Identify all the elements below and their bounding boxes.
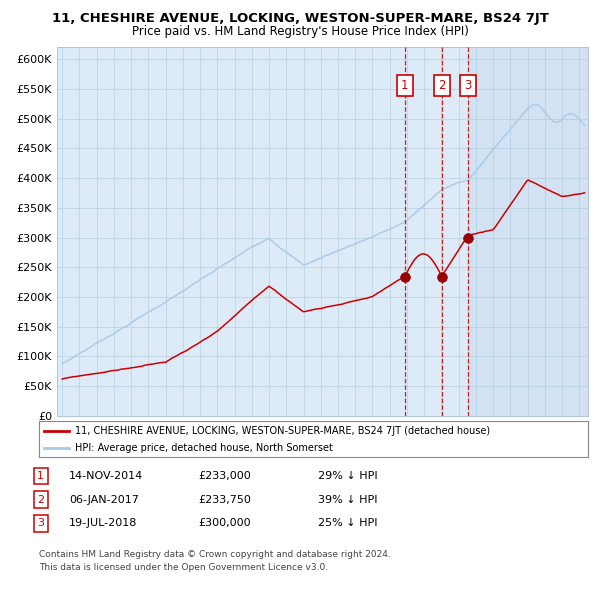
Text: 3: 3: [464, 80, 472, 93]
Text: 39% ↓ HPI: 39% ↓ HPI: [318, 495, 377, 504]
Text: 25% ↓ HPI: 25% ↓ HPI: [318, 519, 377, 528]
Text: 14-NOV-2014: 14-NOV-2014: [69, 471, 143, 481]
Bar: [468, 47, 600, 416]
Text: HPI: Average price, detached house, North Somerset: HPI: Average price, detached house, Nort…: [74, 443, 332, 453]
Text: 1: 1: [401, 80, 409, 93]
Text: 11, CHESHIRE AVENUE, LOCKING, WESTON-SUPER-MARE, BS24 7JT (detached house): 11, CHESHIRE AVENUE, LOCKING, WESTON-SUP…: [74, 426, 490, 436]
Text: 29% ↓ HPI: 29% ↓ HPI: [318, 471, 377, 481]
Text: 1: 1: [37, 471, 44, 481]
Text: 06-JAN-2017: 06-JAN-2017: [69, 495, 139, 504]
Text: 2: 2: [37, 495, 44, 504]
Text: £233,750: £233,750: [198, 495, 251, 504]
Text: Price paid vs. HM Land Registry's House Price Index (HPI): Price paid vs. HM Land Registry's House …: [131, 25, 469, 38]
Text: This data is licensed under the Open Government Licence v3.0.: This data is licensed under the Open Gov…: [39, 563, 328, 572]
Text: 2: 2: [438, 80, 446, 93]
Text: 11, CHESHIRE AVENUE, LOCKING, WESTON-SUPER-MARE, BS24 7JT: 11, CHESHIRE AVENUE, LOCKING, WESTON-SUP…: [52, 12, 548, 25]
Text: 19-JUL-2018: 19-JUL-2018: [69, 519, 137, 528]
Text: £300,000: £300,000: [198, 519, 251, 528]
Text: £233,000: £233,000: [198, 471, 251, 481]
Text: 3: 3: [37, 519, 44, 528]
Text: Contains HM Land Registry data © Crown copyright and database right 2024.: Contains HM Land Registry data © Crown c…: [39, 550, 391, 559]
